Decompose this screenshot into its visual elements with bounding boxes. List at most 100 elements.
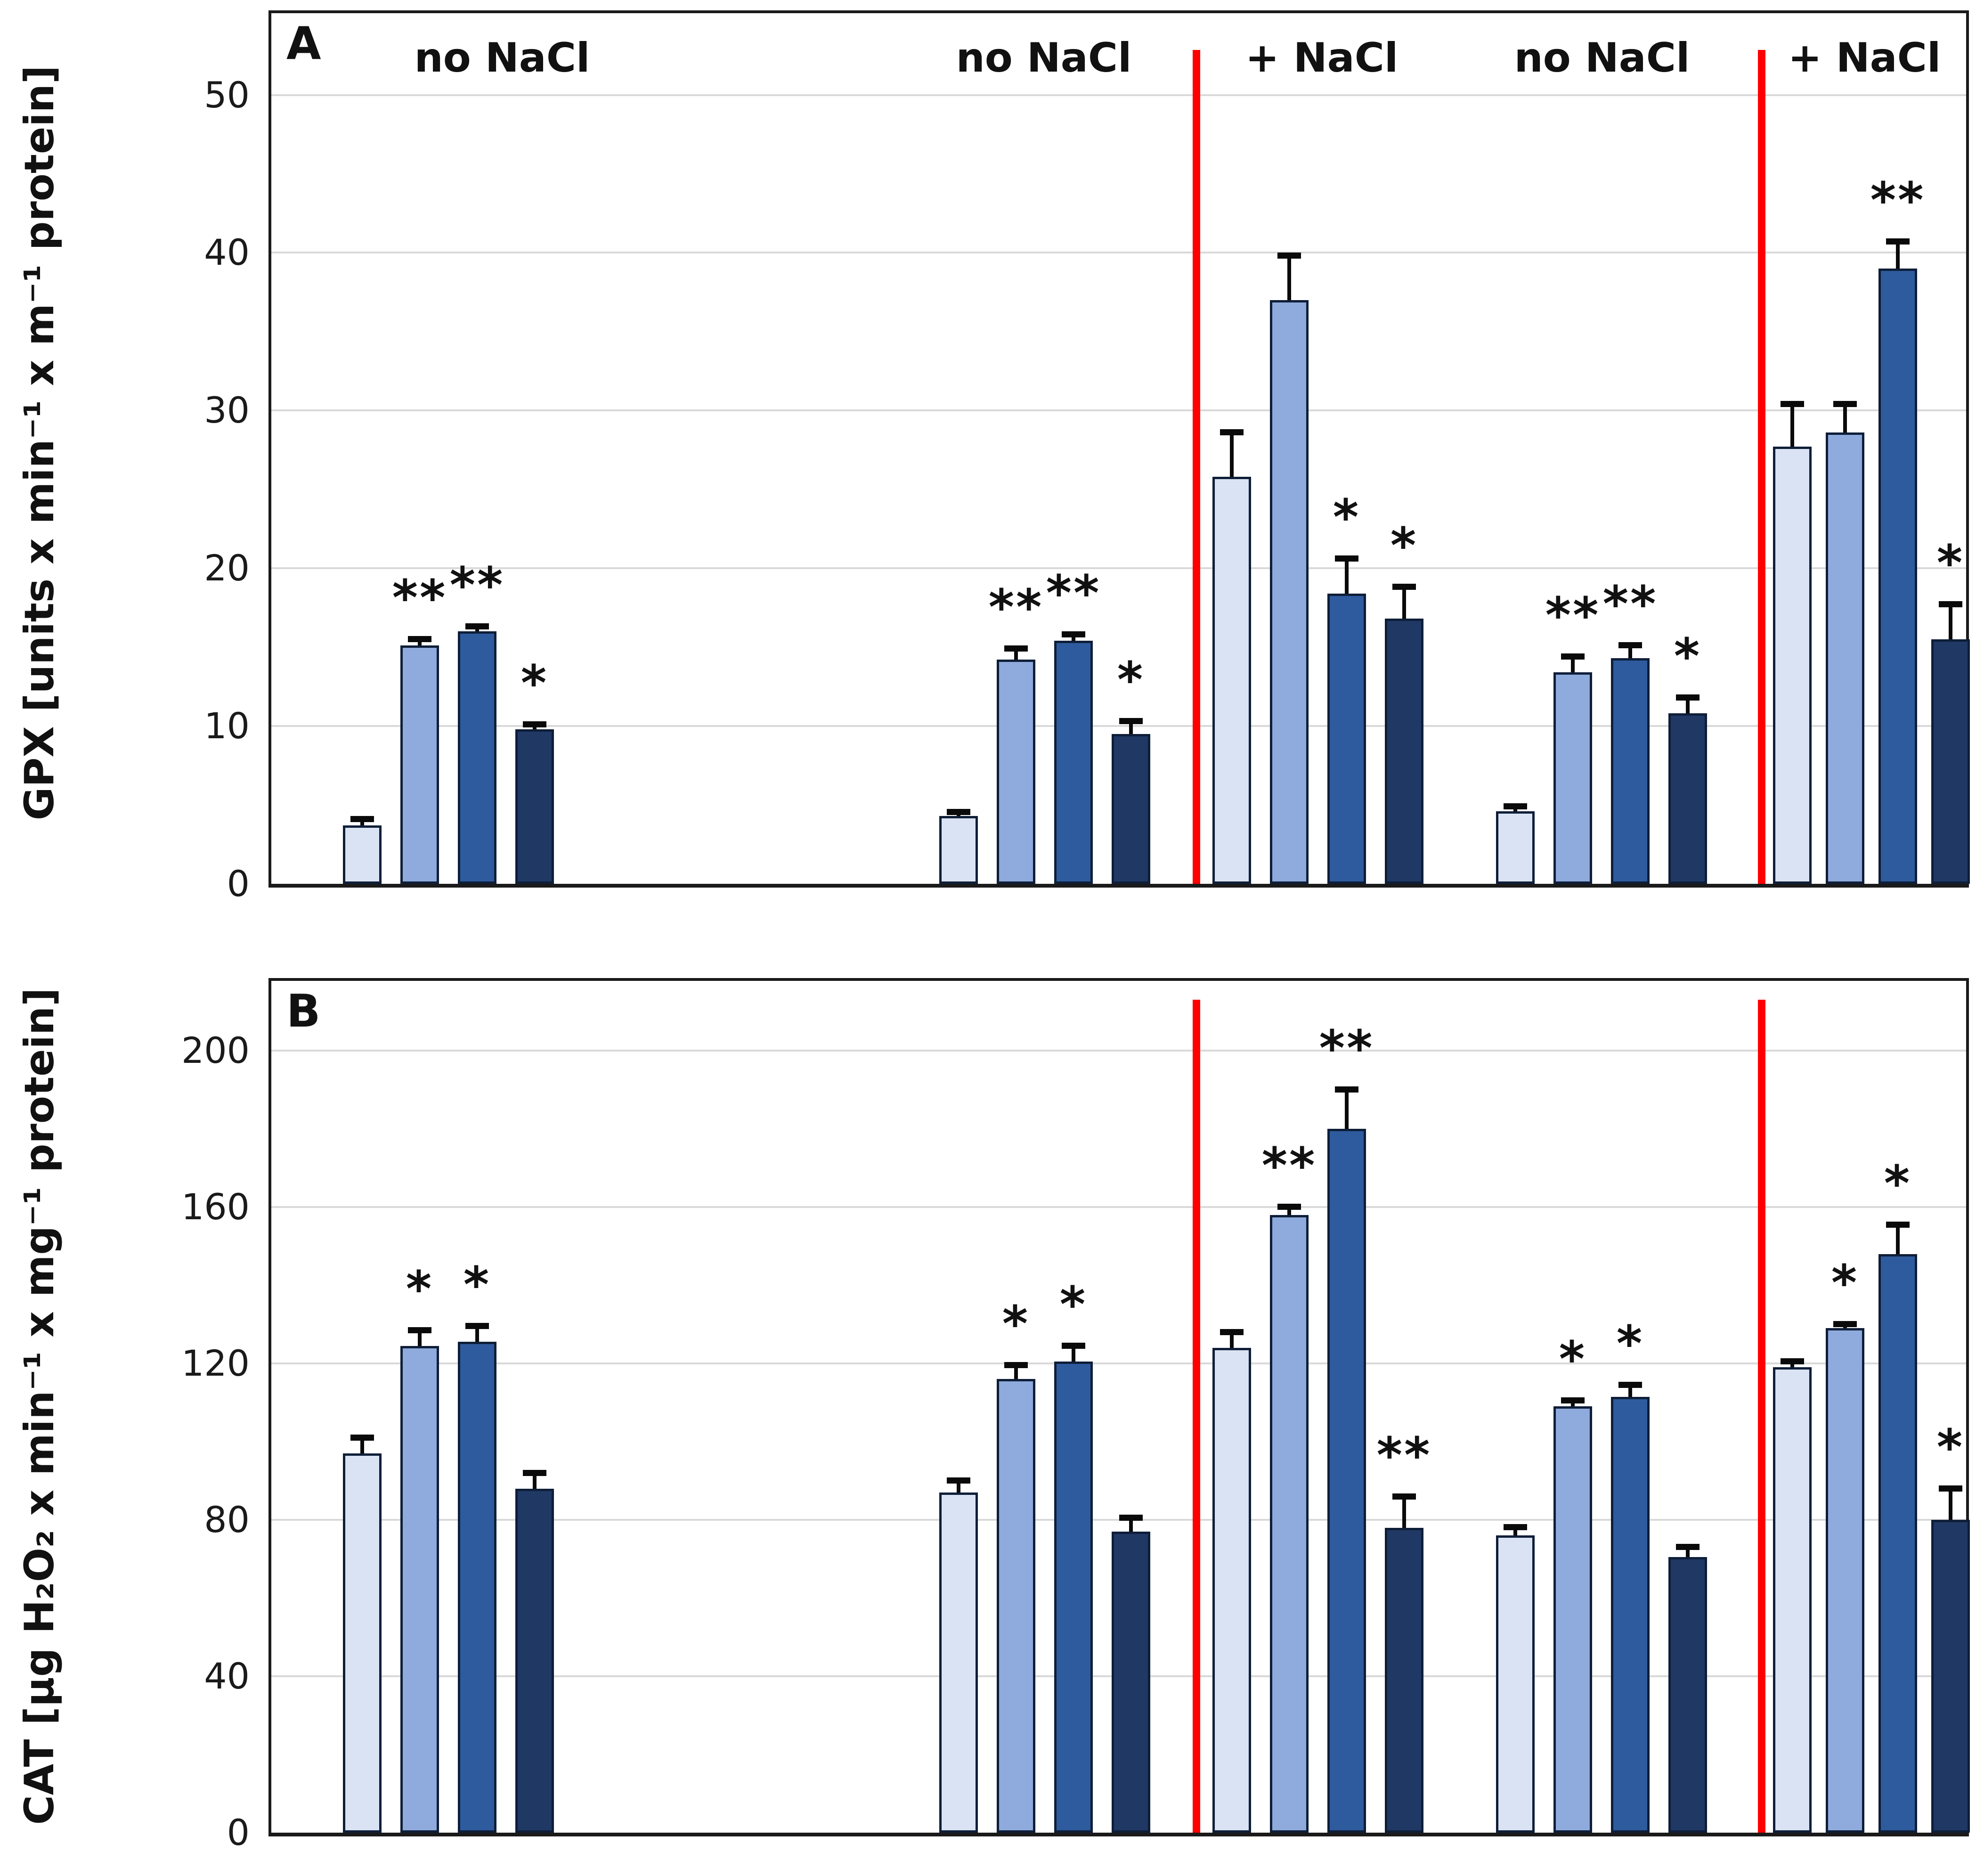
error-bar-cap <box>465 623 489 629</box>
significance-label: ** <box>988 579 1044 636</box>
gridline-y-120 <box>271 1362 1966 1364</box>
bar-group2-series4 <box>1112 734 1150 884</box>
bar-group2-series1 <box>939 816 978 884</box>
gridline-y-200 <box>271 1050 1966 1052</box>
gridline-y-80 <box>271 1519 1966 1521</box>
error-bar-cap <box>1676 1544 1700 1550</box>
error-bar-cap <box>1392 584 1416 590</box>
red-divider-line <box>1758 50 1765 884</box>
bar-group1-series3 <box>458 631 496 884</box>
error-bar-cap <box>1833 1321 1857 1327</box>
significance-label: ** <box>1046 564 1101 622</box>
error-bar-cap <box>1561 653 1585 660</box>
error-bar <box>1072 635 1075 641</box>
error-bar-cap <box>947 1477 970 1484</box>
panel-a-y-axis-title: GPX [units x min⁻¹ x m⁻¹ protein] <box>16 65 63 821</box>
bar-group2-series2 <box>997 660 1035 884</box>
error-bar <box>1129 1518 1133 1532</box>
error-bar <box>1287 256 1291 300</box>
error-bar <box>360 1438 364 1453</box>
y-tick-label: 40 <box>204 1655 250 1697</box>
significance-label: ** <box>1261 1137 1317 1194</box>
error-bar <box>1949 1489 1952 1520</box>
error-bar-cap <box>947 809 970 815</box>
error-bar-cap <box>1392 1493 1416 1500</box>
error-bar <box>1628 1385 1632 1397</box>
condition-label: + NaCl <box>1245 34 1399 82</box>
error-bar-cap <box>408 1327 431 1333</box>
error-bar-cap <box>1886 238 1910 245</box>
error-bar-cap <box>1504 1524 1527 1530</box>
significance-label: * <box>1059 1276 1088 1333</box>
significance-label: ** <box>392 569 447 627</box>
panel-b-y-axis-title: CAT [µg H₂O₂ x min⁻¹ x mg⁻¹ protein] <box>16 987 63 1825</box>
error-bar-cap <box>350 1435 374 1441</box>
error-bar <box>1402 587 1406 619</box>
bar-group3-series2 <box>1270 1215 1309 1833</box>
bar-group5-series4 <box>1931 1520 1970 1833</box>
bar-group2-series3 <box>1054 1362 1093 1833</box>
gridline-y-30 <box>271 409 1966 412</box>
gridline-y-40 <box>271 252 1966 254</box>
significance-label: * <box>1333 489 1361 546</box>
error-bar-cap <box>1781 1358 1804 1364</box>
red-divider-line <box>1758 1000 1765 1833</box>
significance-label: * <box>1936 534 1965 592</box>
bar-group3-series4 <box>1385 1528 1423 1833</box>
y-tick-label: 0 <box>227 863 250 905</box>
y-tick-label: 160 <box>181 1186 250 1228</box>
error-bar-cap <box>1939 1485 1962 1492</box>
error-bar-cap <box>1504 803 1527 809</box>
bar-group1-series1 <box>343 825 382 884</box>
significance-label: * <box>1936 1419 1965 1476</box>
significance-label: ** <box>1545 587 1601 644</box>
error-bar-cap <box>350 816 374 822</box>
significance-label: * <box>1559 1330 1587 1388</box>
error-bar-cap <box>1062 631 1085 637</box>
significance-label: * <box>1884 1155 1912 1212</box>
bar-group3-series3 <box>1327 1129 1366 1833</box>
error-bar <box>1571 1401 1575 1406</box>
bar-group5-series3 <box>1878 269 1917 884</box>
bar-group1-series2 <box>400 1346 439 1833</box>
bar-group1-series2 <box>400 645 439 884</box>
error-bar-cap <box>1004 645 1028 652</box>
bar-group1-series4 <box>515 1489 554 1833</box>
bar-group3-series2 <box>1270 300 1309 884</box>
significance-label: ** <box>1602 575 1658 633</box>
red-divider-line <box>1193 1000 1200 1833</box>
error-bar <box>1345 1090 1349 1129</box>
bar-group5-series4 <box>1931 639 1970 884</box>
bar-group1-series1 <box>343 1453 382 1833</box>
error-bar-cap <box>1119 718 1143 724</box>
error-bar-cap <box>1886 1222 1910 1228</box>
significance-label: * <box>1390 517 1418 574</box>
significance-label: ** <box>1376 1427 1432 1484</box>
condition-label: no NaCl <box>1514 34 1690 82</box>
condition-label: no NaCl <box>956 34 1132 82</box>
significance-label: ** <box>1319 1020 1374 1077</box>
bar-group5-series1 <box>1773 447 1812 884</box>
bar-group3-series1 <box>1212 1348 1251 1833</box>
significance-label: * <box>1831 1254 1859 1312</box>
error-bar <box>1896 242 1900 269</box>
error-bar <box>1345 559 1349 594</box>
error-bar-cap <box>1618 1382 1642 1388</box>
y-tick-label: 50 <box>204 73 250 116</box>
panel-a-plot-area: A ** ** * ** ** * * * ** ** * ** * no NaCl no NaCl + Na… <box>268 10 1970 888</box>
error-bar-cap <box>1277 253 1301 259</box>
error-bar <box>1014 1365 1018 1379</box>
gridline-y-160 <box>271 1206 1966 1208</box>
bar-group4-series3 <box>1611 658 1650 884</box>
error-bar <box>1790 404 1794 447</box>
y-tick-label: 0 <box>227 1811 250 1853</box>
error-bar <box>1686 698 1690 713</box>
error-bar <box>1402 1497 1406 1528</box>
bar-group2-series2 <box>997 1379 1035 1833</box>
bar-group5-series2 <box>1826 432 1864 884</box>
bar-group1-series3 <box>458 1342 496 1833</box>
error-bar <box>1287 1207 1291 1215</box>
bar-group5-series3 <box>1878 1254 1917 1833</box>
error-bar-cap <box>465 1323 489 1329</box>
error-bar <box>533 1473 537 1489</box>
